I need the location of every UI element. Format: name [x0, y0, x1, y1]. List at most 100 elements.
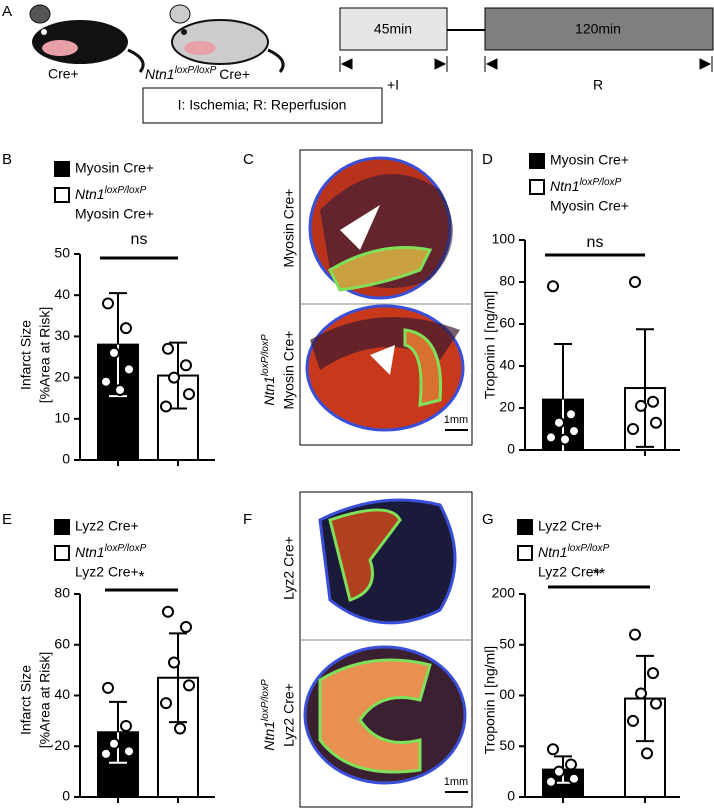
legend-swatch — [54, 187, 70, 203]
legend-label: Ntn1loxP/loxP — [550, 177, 622, 194]
panel-label: C — [243, 151, 254, 168]
data-point — [174, 722, 186, 735]
data-point — [545, 775, 557, 788]
legend-label: Ntn1loxP/loxP — [75, 543, 147, 560]
panel-label: F — [243, 511, 252, 528]
data-point — [565, 758, 577, 771]
genotype: Cre+ — [219, 66, 250, 82]
y-tick-label: 40 — [54, 686, 70, 702]
data-point — [123, 363, 135, 376]
legend-swatch — [517, 545, 533, 561]
gene: Ntn1 — [75, 544, 105, 560]
gene-line: Ntn1loxP/loxP — [260, 679, 277, 751]
significance-label: * — [138, 569, 144, 586]
data-point — [553, 416, 565, 429]
gene-line: Ntn1loxP/loxP — [260, 334, 277, 406]
legend-label: Ntn1loxP/loxP — [538, 543, 610, 560]
gene: Ntn1 — [75, 186, 105, 202]
legend-swatch — [54, 545, 70, 561]
data-point — [568, 772, 580, 785]
data-point — [565, 408, 577, 421]
duration-arrows — [339, 56, 713, 72]
mouse-black — [29, 4, 145, 73]
gene: Ntn1 — [550, 178, 580, 194]
data-point — [100, 375, 112, 388]
data-point — [102, 681, 114, 694]
legend-label: Lyz2 Cre+ — [75, 564, 139, 580]
data-point — [635, 399, 647, 412]
y-tick-label: 40 — [54, 286, 70, 302]
y-axis-title: Infarct Size — [18, 320, 34, 390]
data-point — [559, 433, 571, 446]
significance-label: ns — [587, 234, 604, 251]
data-point — [547, 743, 559, 756]
data-point — [183, 679, 195, 692]
data-point — [108, 737, 120, 750]
y-tick-label: 200 — [492, 585, 516, 601]
superscript: loxP/loxP — [175, 65, 217, 76]
y-tick-label: 30 — [54, 327, 70, 343]
phase-box — [484, 7, 714, 51]
genotype-rest: Myosin Cre+ — [281, 331, 297, 410]
data-point — [627, 423, 639, 435]
data-point — [647, 395, 659, 408]
y-axis-title: Infarct Size — [18, 665, 34, 735]
legend-swatch — [54, 161, 70, 177]
data-point — [547, 280, 559, 293]
superscript: loxP/loxP — [105, 543, 147, 554]
superscript: loxP/loxP — [260, 679, 271, 721]
y-tick-label: 0 — [62, 788, 70, 804]
data-point — [650, 697, 662, 710]
y-tick-label: 60 — [499, 315, 515, 331]
data-point — [123, 745, 135, 758]
data-point — [568, 425, 580, 438]
significance-label: ns — [131, 231, 148, 248]
image-label: Myosin Cre+ — [281, 189, 297, 268]
y-tick-label: 100 — [492, 231, 516, 247]
y-tick-label: 50 — [54, 245, 70, 261]
y-axis-title: [%Area at Risk] — [37, 307, 53, 403]
gene: Ntn1 — [538, 544, 568, 560]
legend-swatch — [54, 519, 70, 535]
y-tick-label: 0 — [62, 451, 70, 467]
legend-label: Ntn1loxP/loxP — [75, 185, 147, 202]
legend-box — [142, 87, 383, 124]
data-point — [108, 346, 120, 359]
phase-text: 45min — [374, 21, 412, 37]
mouse-gray — [169, 4, 285, 73]
image-label: Lyz2 Cre+ — [281, 536, 297, 600]
legend-label: Myosin Cre+ — [75, 160, 154, 176]
y-axis-title: Troponin I [ng/ml] — [482, 291, 498, 399]
legend-swatch — [517, 519, 533, 535]
gene: Ntn1 — [261, 721, 277, 751]
image-label: Ntn1loxP/loxP Myosin Cre+ — [260, 331, 297, 410]
y-tick-label: 20 — [499, 399, 515, 415]
gene: Ntn1 — [261, 376, 277, 406]
data-point — [162, 342, 174, 355]
data-point — [102, 297, 114, 310]
legend-label: Myosin Cre+ — [75, 206, 154, 222]
data-point — [647, 667, 659, 680]
data-point — [168, 656, 180, 669]
data-point — [627, 714, 639, 727]
panel-label: A — [2, 3, 12, 20]
scale-bar-label: 1mm — [444, 776, 468, 788]
legend-swatch — [529, 153, 545, 169]
data-point — [553, 765, 565, 778]
data-point — [100, 747, 112, 760]
error-bar — [169, 632, 187, 724]
superscript: loxP/loxP — [260, 334, 271, 376]
error-bar — [636, 328, 654, 448]
genotype-rest: Lyz2 Cre+ — [281, 683, 297, 747]
panel-label: G — [482, 511, 494, 528]
error-bar-top — [554, 342, 572, 400]
y-tick-label: 0 — [507, 441, 515, 457]
y-tick-label: 0 — [507, 788, 515, 804]
data-point — [160, 697, 172, 710]
error-bar — [636, 654, 654, 743]
scale-bar-label: 1mm — [444, 414, 468, 426]
error-bar-top — [109, 700, 127, 733]
data-point — [650, 416, 662, 429]
legend-label: Lyz2 Cre+ — [538, 564, 602, 580]
